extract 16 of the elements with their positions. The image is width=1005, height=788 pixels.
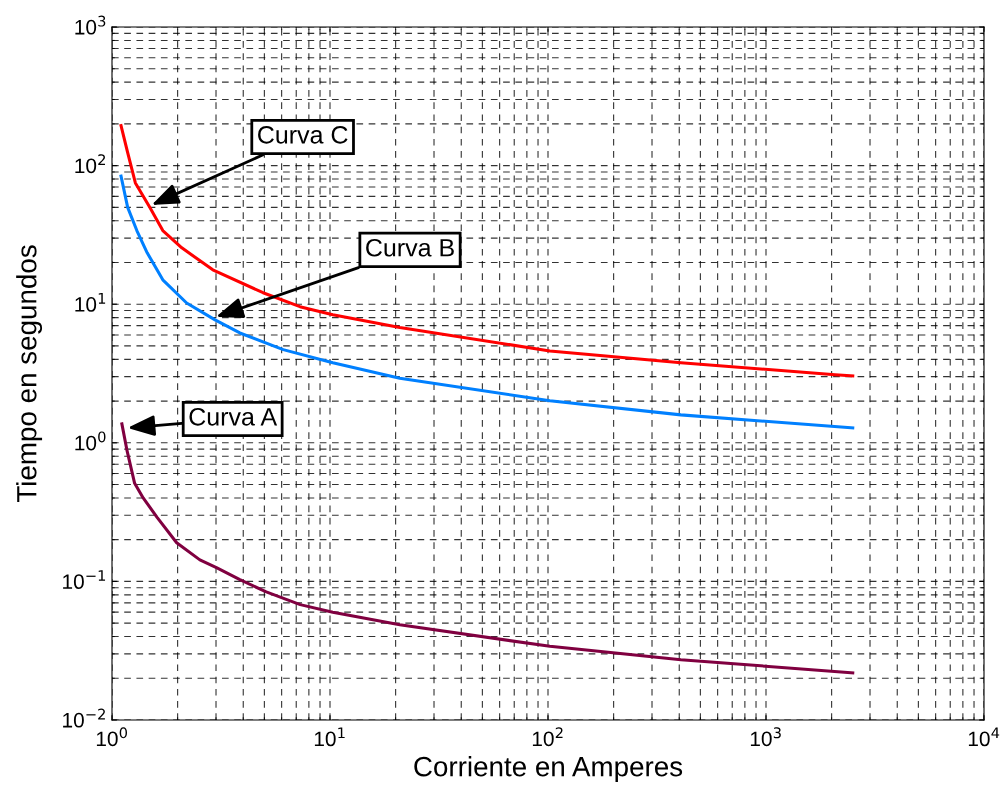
y-tick-label: 10$^{−2}$	[63, 708, 105, 728]
annotation: Curva C	[258, 125, 348, 144]
x-tick-label: 10$^{0}$	[96, 727, 128, 747]
y-axis-title: Tiempo en segundos	[16, 245, 43, 503]
y-tick-label: 10$^{2}$	[75, 154, 105, 174]
annotation: Curva A	[189, 407, 278, 426]
x-tick-label: 10$^{4}$	[968, 727, 1000, 747]
x-axis-title: Corriente en Amperes	[414, 756, 683, 782]
y-tick-label: 10$^{1}$	[75, 293, 106, 312]
x-tick-label: 10$^{1}$	[314, 727, 345, 747]
x-tick-label: 10$^{2}$	[532, 727, 563, 747]
y-tick-label: 10$^{−1}$	[63, 570, 106, 590]
y-tick-label: 10$^{0}$	[75, 431, 106, 451]
x-tick-label: 10$^{3}$	[750, 727, 781, 747]
y-tick-label: 10$^{3}$	[75, 15, 106, 35]
annotation: Curva B	[366, 238, 454, 257]
